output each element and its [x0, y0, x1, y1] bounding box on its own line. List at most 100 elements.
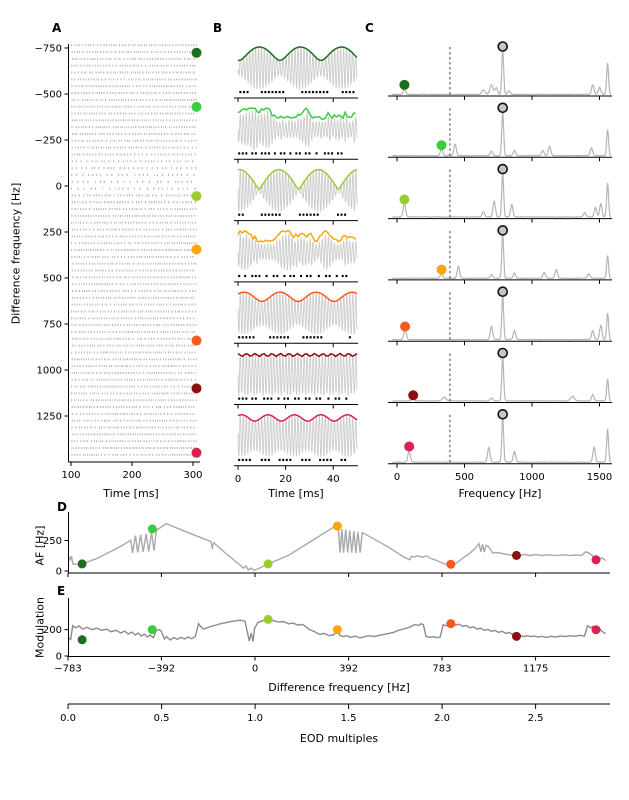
spike-dot — [316, 336, 319, 339]
spike-dot — [267, 458, 270, 461]
panel-e-xtick-label: −783 — [54, 664, 81, 675]
panel-d-curve — [67, 522, 606, 572]
spike-dot — [260, 458, 263, 461]
carrier-wave — [237, 168, 358, 213]
af-dot — [436, 264, 447, 275]
carrier-wave — [237, 290, 358, 336]
spike-dot — [238, 458, 241, 461]
spike-dot — [316, 213, 319, 216]
spike-dot — [264, 152, 267, 155]
eod-axis-tick-label: 2.5 — [528, 713, 544, 724]
spike-dot — [298, 213, 301, 216]
spike-dot — [267, 91, 270, 94]
panel-d-example-dot — [332, 521, 342, 531]
spike-dot — [326, 458, 329, 461]
eod-axis-tick-label: 1.5 — [341, 713, 357, 724]
spike-dot — [313, 336, 316, 339]
panel-a-y-axis-title: Difference frequency [Hz] — [9, 182, 23, 325]
panel-e-xtick-label: 1175 — [523, 664, 548, 675]
spike-dot — [328, 274, 331, 278]
spike-dot — [263, 397, 266, 400]
spike-dot — [309, 336, 312, 339]
eod-axis-tick-label: 0.5 — [154, 713, 170, 724]
carrier-wave — [237, 232, 358, 271]
panel-d-example-dot — [77, 559, 87, 569]
spike-dot — [308, 91, 311, 94]
eod-peak-marker — [497, 102, 509, 114]
panel-e-xtick-label: 392 — [339, 664, 358, 675]
spectrum-line — [391, 419, 612, 464]
spike-dot — [319, 91, 322, 94]
panel-b-x-axis-title: Time [ms] — [268, 487, 324, 500]
carrier-wave — [237, 413, 358, 459]
spike-dot — [345, 274, 348, 278]
spike-dot — [278, 458, 281, 461]
spike-dot — [302, 213, 305, 216]
spike-dot — [238, 152, 241, 155]
panel-e-ytick-label: 200 — [43, 625, 62, 636]
panel-b-tick-label: 20 — [279, 474, 292, 485]
spike-dot — [277, 397, 280, 400]
panel-e-example-dot — [332, 625, 342, 635]
af-dot — [408, 390, 419, 401]
am-envelope — [237, 352, 358, 358]
spike-dot — [275, 213, 278, 216]
example-marker-a — [191, 101, 202, 112]
panel-a-ytick-label: 1250 — [37, 412, 62, 423]
panel-a-ytick-label: 750 — [43, 320, 62, 331]
spike-dot — [276, 336, 279, 339]
spike-dot — [336, 213, 339, 216]
spike-dot — [251, 397, 254, 400]
spike-dot — [278, 213, 281, 216]
spike-dot — [335, 274, 338, 278]
spike-dot — [282, 458, 285, 461]
example-marker-a — [191, 191, 202, 202]
spike-dot — [329, 458, 332, 461]
spectrum-line — [392, 357, 612, 402]
spike-dot — [304, 91, 307, 94]
spike-dot — [311, 91, 314, 94]
spike-dot — [308, 397, 311, 400]
spike-dot — [272, 336, 275, 339]
panel-a-ytick-label: 500 — [43, 274, 62, 285]
spike-dot — [344, 213, 347, 216]
spike-dot — [246, 91, 249, 94]
spike-dot — [275, 91, 278, 94]
spike-dot — [309, 274, 312, 278]
spike-dot — [285, 458, 288, 461]
panel-d-ytick-label: 0 — [56, 567, 62, 578]
panel-a-xtick-label: 300 — [183, 470, 202, 481]
am-envelope — [237, 168, 358, 190]
spike-dot — [319, 458, 322, 461]
spike-dot — [245, 336, 248, 339]
panel-d-example-dot — [147, 524, 157, 534]
spike-dot — [272, 274, 275, 278]
eod-peak-marker — [497, 408, 509, 420]
panel-e-example-dot — [446, 619, 456, 629]
spike-dot — [301, 458, 304, 461]
panel-a-xtick-label: 100 — [61, 470, 80, 481]
panel-d-example-dot — [263, 559, 273, 569]
panel-e-xtick-label: 783 — [432, 664, 451, 675]
af-dot — [399, 194, 410, 205]
spike-dot — [248, 336, 251, 339]
panel-d-example-dot — [511, 550, 521, 560]
spike-dot — [345, 397, 348, 400]
spike-dot — [308, 458, 311, 461]
spike-dot — [238, 274, 241, 278]
panel-e-y-axis-title: Modulation — [33, 596, 47, 659]
spike-dot — [352, 91, 355, 94]
spike-dot — [300, 274, 303, 278]
panel-e-xtick-label: −392 — [148, 664, 175, 675]
spike-dot — [304, 152, 307, 155]
spike-dot — [254, 274, 257, 278]
spike-dot — [283, 274, 286, 278]
spike-dot — [338, 397, 341, 400]
spike-dot — [308, 152, 311, 155]
eod-axis-tick-label: 1.0 — [247, 713, 263, 724]
panel-c-tick-label: 0 — [394, 472, 400, 483]
spike-dot — [306, 336, 309, 339]
spike-dot — [245, 458, 248, 461]
